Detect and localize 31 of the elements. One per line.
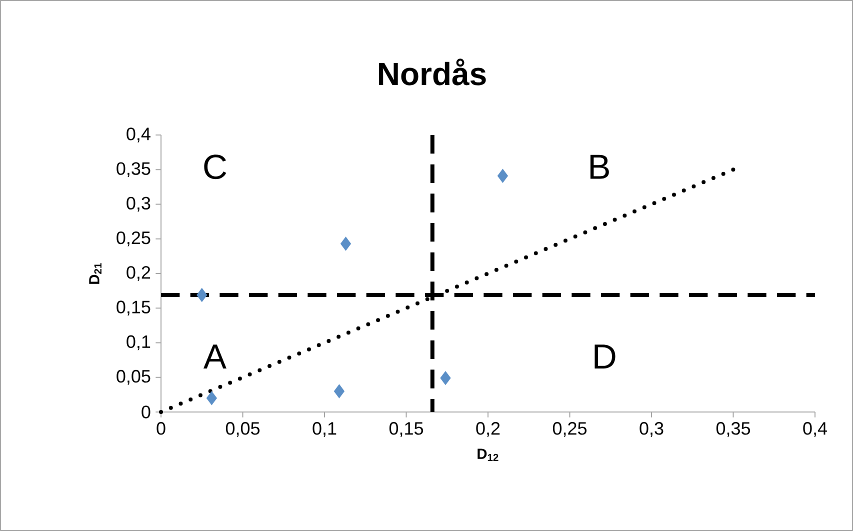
y-tick-label: 0 — [142, 406, 150, 418]
point — [440, 371, 451, 385]
point — [340, 236, 352, 251]
chart-title: Nordås — [379, 58, 486, 86]
x-tick-label: 0,2 — [476, 422, 500, 437]
x-axis-title: D$_{12}$ — [478, 448, 498, 462]
y-tick-label: 0,3 — [126, 196, 150, 212]
annotation: C — [204, 154, 226, 180]
x-tick-label: 0,15 — [389, 422, 424, 437]
point — [497, 168, 508, 183]
x-tick-label: 0,25 — [552, 422, 587, 437]
x-tick-label: 0,05 — [226, 422, 260, 437]
y-tick-label: 0,1 — [126, 335, 150, 350]
x-tick-label: 0,1 — [312, 422, 336, 437]
point — [196, 288, 208, 302]
x-tick-label: 0 — [156, 422, 166, 435]
point — [206, 391, 217, 406]
y-tick-label: 0,15 — [116, 300, 150, 316]
y-tick-label: 0,4 — [126, 128, 150, 142]
y-tick-label: 0,25 — [116, 231, 150, 246]
annotation: B — [590, 154, 609, 179]
y-tick-label: 0,2 — [126, 266, 150, 281]
y-axis-title: D$_{21}$ — [89, 263, 102, 284]
x-tick-label: 0,35 — [716, 422, 750, 437]
x-tick-label: 0,4 — [803, 422, 827, 437]
y-tick-label: 0,05 — [116, 370, 150, 385]
annotation: D — [594, 344, 616, 369]
point — [334, 384, 344, 398]
x-tick-label: 0,3 — [640, 422, 664, 437]
annotation: A — [203, 344, 226, 369]
y-tick-label: 0,35 — [116, 162, 150, 178]
